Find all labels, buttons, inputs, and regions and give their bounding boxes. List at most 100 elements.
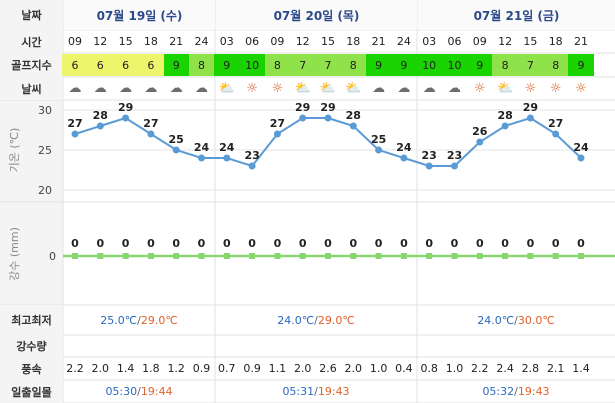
hour-cell: 18 <box>548 35 563 48</box>
rain-point <box>72 253 78 259</box>
temp-point <box>552 130 560 138</box>
rain-data-label: 0 <box>122 237 130 250</box>
rain-data-label: 0 <box>527 237 535 250</box>
wind-speed-cell: 2.1 <box>546 362 565 375</box>
temp-data-label: 29 <box>320 101 335 114</box>
rain-point <box>502 253 509 259</box>
temp-data-label: 29 <box>295 101 310 114</box>
date-header: 07월 19일 (수) <box>64 0 215 30</box>
date-header: 07월 21일 (금) <box>418 0 615 30</box>
wind-speed-cell: 0.4 <box>395 362 413 375</box>
temp-data-label: 27 <box>548 117 563 130</box>
temp-point <box>526 114 534 122</box>
rain-data-label: 0 <box>172 237 180 250</box>
separator: / <box>137 385 141 398</box>
rain-point <box>97 253 104 259</box>
rain-data-label: 0 <box>274 237 282 250</box>
wind-speed-cell: 2.0 <box>293 362 312 375</box>
rain-data-label: 0 <box>400 237 408 250</box>
sunrise-time: 05:31 <box>282 385 315 398</box>
cloudy-icon: ☁ <box>447 81 461 96</box>
cloudy-icon: ☁ <box>68 81 82 96</box>
sunrise-sunset: 05:31/19:43 <box>215 380 417 403</box>
hour-cell: 15 <box>118 35 133 48</box>
cloudy-icon: ☁ <box>144 81 158 96</box>
golf-index-cell: 9 <box>214 54 240 76</box>
separator: / <box>314 313 318 327</box>
max-temp: 30.0℃ <box>517 313 555 327</box>
temp-point <box>451 162 458 170</box>
temp-axis-label: 기온 (℃) <box>8 128 21 173</box>
temp-point <box>299 114 307 122</box>
rain-point <box>274 253 281 259</box>
sun-icon: ☼ <box>473 81 486 96</box>
temp-point <box>400 154 408 162</box>
golf-index-cell: 10 <box>239 54 265 76</box>
rain-axis-label: 강수 (mm) <box>8 227 21 281</box>
rain-point <box>400 253 407 259</box>
temp-data-label: 27 <box>67 117 82 130</box>
golf-index-cell: 7 <box>290 54 316 76</box>
sunrise-time: 05:30 <box>105 385 138 398</box>
hour-cell: 18 <box>143 35 158 48</box>
temp-tick-label: 20 <box>38 184 52 197</box>
rain-point <box>198 253 205 259</box>
hour-cell: 06 <box>245 35 260 48</box>
wind-speed-cell: 2.6 <box>319 362 337 375</box>
partly-icon: ⛅ <box>319 81 337 96</box>
golf-index-cell: 8 <box>340 54 366 76</box>
date-header: 07월 20일 (목) <box>216 0 417 30</box>
row-label-time: 시간 <box>0 30 63 53</box>
temp-point <box>324 114 332 122</box>
row-label-weather: 날씨 <box>0 77 63 100</box>
sunset-time: 19:44 <box>140 385 173 398</box>
rain-point <box>578 253 584 259</box>
temp-tick-label: 30 <box>38 104 52 117</box>
rain-point <box>552 253 559 259</box>
hour-cell: 03 <box>422 35 437 48</box>
partly-icon: ⛅ <box>345 81 362 96</box>
sun-icon: ☼ <box>575 81 587 96</box>
rain-point <box>325 253 331 259</box>
separator: / <box>137 313 141 327</box>
rain-point <box>527 253 534 259</box>
wind-speed-cell: 1.2 <box>167 362 185 375</box>
hour-cell: 12 <box>295 35 310 48</box>
temp-data-label: 28 <box>346 109 361 122</box>
rain-point <box>249 253 256 259</box>
rain-data-label: 0 <box>451 237 459 250</box>
temp-point <box>375 146 383 154</box>
rain-point <box>173 253 180 259</box>
rain-point <box>451 253 458 259</box>
cloudy-icon: ☁ <box>372 81 386 96</box>
temp-data-label: 23 <box>422 149 437 162</box>
row-label-precip: 강수량 <box>0 335 63 357</box>
row-label-sunrise-sunset: 일출일몰 <box>0 380 63 403</box>
partly-icon: ⛅ <box>496 81 514 96</box>
rain-data-label: 0 <box>96 237 104 250</box>
cloudy-icon: ☁ <box>194 81 208 96</box>
sunrise-sunset: 05:30/19:44 <box>63 380 215 403</box>
temp-data-label: 26 <box>472 125 488 138</box>
rain-data-label: 0 <box>501 237 509 250</box>
rain-data-label: 0 <box>299 237 307 250</box>
partly-icon: ⛅ <box>294 81 311 96</box>
temp-point <box>476 138 484 146</box>
temp-point <box>147 130 155 138</box>
cloudy-icon: ☁ <box>169 81 183 96</box>
temp-data-label: 27 <box>270 117 285 130</box>
temp-point <box>349 122 357 130</box>
hour-cell: 21 <box>573 35 588 48</box>
hour-cell: 15 <box>320 35 335 48</box>
temp-data-label: 29 <box>118 101 133 114</box>
hour-cell: 18 <box>346 35 361 48</box>
golf-index-cell: 10 <box>441 54 468 76</box>
sun-icon: ☼ <box>549 81 562 96</box>
max-temp: 29.0℃ <box>317 313 355 327</box>
temp-data-label: 24 <box>194 141 210 154</box>
cloudy-icon: ☁ <box>397 81 411 96</box>
wind-speed-cell: 2.8 <box>521 362 540 375</box>
rain-point <box>375 253 382 259</box>
golf-index-cell: 9 <box>391 54 417 76</box>
temp-point <box>122 114 130 122</box>
